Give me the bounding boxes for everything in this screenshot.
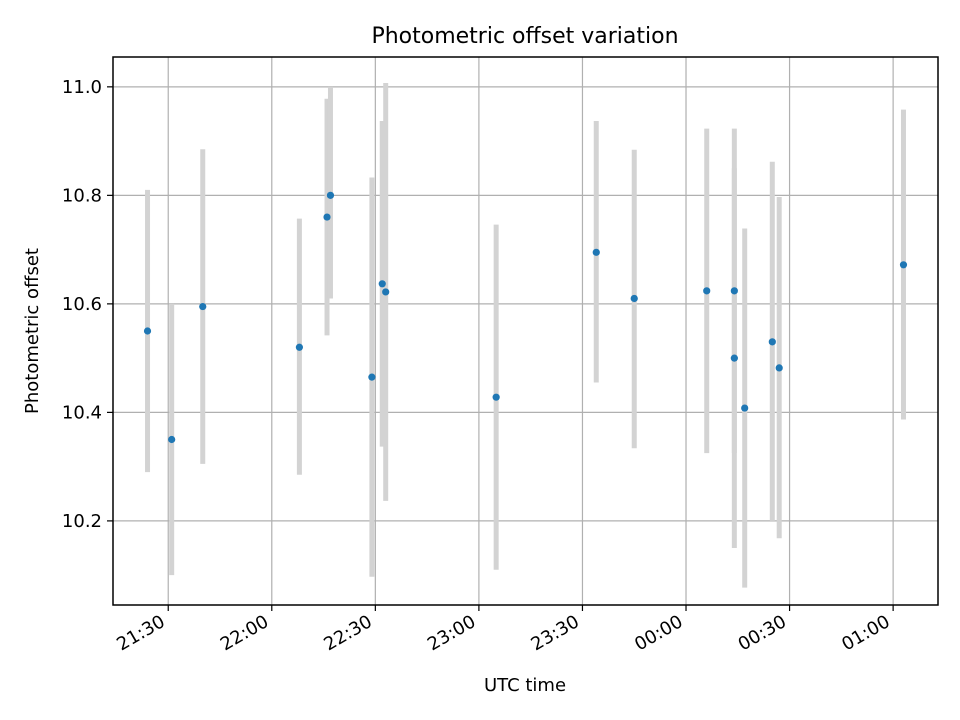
chart-title: Photometric offset variation	[371, 24, 678, 49]
data-point	[730, 354, 738, 362]
data-point	[295, 343, 304, 351]
data-points	[143, 191, 908, 444]
x-tick-label: 22:00	[217, 611, 272, 655]
x-tick-label: 22:30	[320, 611, 375, 655]
y-axis-label: Photometric offset	[22, 248, 43, 414]
data-point	[199, 302, 207, 311]
grid	[113, 57, 938, 605]
x-tick-label: 23:00	[424, 611, 479, 655]
data-point	[768, 338, 776, 346]
data-point	[592, 248, 600, 256]
data-point	[378, 280, 386, 288]
x-tick-label: 23:30	[528, 611, 583, 655]
plot-frame	[112, 56, 939, 606]
data-point	[630, 294, 638, 303]
data-point	[492, 393, 500, 401]
y-tick-label: 11.0	[62, 77, 102, 98]
data-point	[326, 191, 335, 199]
x-tick-label: 00:30	[735, 611, 790, 655]
x-tick-label: 00:00	[631, 611, 686, 655]
data-point	[730, 287, 738, 295]
x-tick-label: 21:30	[113, 611, 168, 655]
y-axis-ticks: 10.2 10.4 10.6 10.8 11.0	[62, 77, 113, 532]
x-axis-label: UTC time	[484, 675, 566, 696]
data-point	[323, 213, 331, 221]
data-point	[143, 327, 152, 335]
data-point	[703, 287, 711, 295]
data-point	[368, 373, 376, 381]
x-axis-ticks: 21:30 22:00 22:30 23:00 23:30 00:00 00:30 01:00	[113, 605, 894, 655]
data-point	[899, 261, 908, 269]
data-point	[168, 435, 176, 444]
x-tick-label: 01:00	[838, 611, 893, 655]
y-tick-label: 10.8	[62, 185, 102, 206]
data-point	[382, 288, 390, 296]
y-tick-label: 10.4	[62, 402, 102, 423]
y-tick-label: 10.2	[62, 511, 102, 532]
y-tick-label: 10.6	[62, 294, 102, 315]
data-point	[775, 364, 783, 372]
data-point	[741, 404, 749, 412]
